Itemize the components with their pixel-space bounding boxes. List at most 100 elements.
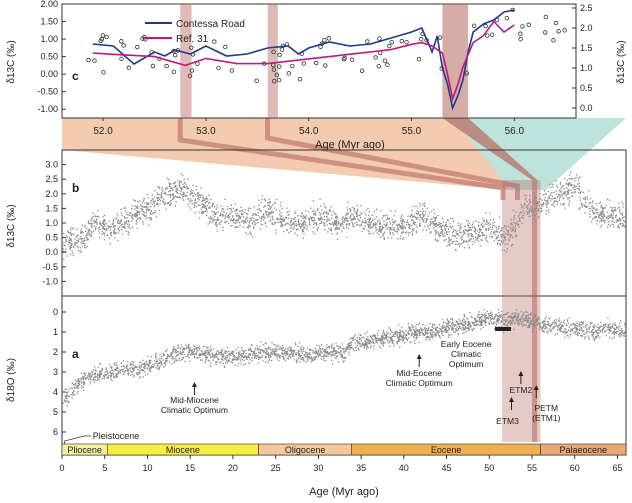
b-sample-point <box>472 243 474 245</box>
b-sample-point <box>145 205 147 208</box>
a-sample-point <box>487 318 490 320</box>
a-sample-point <box>488 323 491 325</box>
c-x-tick-label: 55.0 <box>402 126 422 137</box>
b-sample-point <box>117 228 119 230</box>
a-sample-point <box>484 321 486 323</box>
b-sample-point <box>354 211 356 213</box>
a-sample-point <box>242 356 245 359</box>
a-sample-point <box>234 356 236 358</box>
b-sample-point <box>566 193 568 196</box>
a-sample-point <box>83 377 85 380</box>
a-sample-point <box>525 319 527 321</box>
b-sample-point <box>301 228 304 231</box>
b-sample-point <box>575 176 578 179</box>
b-sample-point <box>171 187 173 189</box>
b-sample-point <box>547 202 550 204</box>
b-sample-point <box>389 233 392 235</box>
b-sample-point <box>624 221 626 223</box>
a-sample-point <box>295 352 297 354</box>
a-sample-point <box>381 338 383 340</box>
a-sample-point <box>565 324 567 326</box>
a-sample-point <box>399 334 401 337</box>
a-sample-point <box>396 331 398 333</box>
a-sample-point <box>101 369 103 371</box>
a-sample-point <box>380 342 383 345</box>
a-sample-point <box>341 355 344 357</box>
b-sample-point <box>68 237 71 239</box>
b-sample-point <box>547 190 549 193</box>
b-sample-point <box>419 222 421 225</box>
b-sample-point <box>251 235 253 238</box>
a-sample-point <box>557 320 560 322</box>
b-sample-point <box>107 225 109 227</box>
b-sample-point <box>392 233 395 236</box>
b-sample-point <box>341 222 343 225</box>
b-sample-point <box>290 219 293 221</box>
b-sample-point <box>355 212 357 214</box>
a-sample-point <box>221 348 223 351</box>
b-sample-point <box>75 236 78 238</box>
b-sample-point <box>87 239 90 241</box>
b-sample-point <box>260 202 262 204</box>
a-sample-point <box>339 351 341 354</box>
b-sample-point <box>193 202 196 204</box>
a-sample-point <box>592 325 594 328</box>
b-sample-point <box>456 230 458 232</box>
a-sample-point <box>489 312 492 314</box>
b-sample-point <box>87 229 90 231</box>
a-sample-point <box>509 317 512 319</box>
b-sample-point <box>409 215 412 218</box>
b-sample-point <box>335 217 337 219</box>
b-sample-point <box>116 218 118 220</box>
a-sample-point <box>546 331 548 333</box>
a-sample-point <box>619 325 621 327</box>
a-sample-point <box>386 335 388 337</box>
b-sample-point <box>431 210 433 213</box>
a-sample-point <box>554 325 556 328</box>
b-sample-point <box>284 218 286 220</box>
b-sample-point <box>533 211 535 214</box>
a-sample-point <box>215 361 218 363</box>
b-sample-point <box>335 213 337 216</box>
a-sample-point <box>147 355 149 357</box>
b-sample-point <box>572 192 574 195</box>
a-sample-point <box>155 362 157 364</box>
a-sample-point <box>156 360 159 363</box>
c-sample-point <box>490 32 495 37</box>
b-sample-point <box>237 220 239 222</box>
b-sample-point <box>601 206 604 209</box>
b-sample-point <box>456 233 459 236</box>
a-sample-point <box>384 342 386 344</box>
a-sample-point <box>405 330 407 332</box>
a-sample-point <box>204 353 206 355</box>
b-sample-point <box>500 230 502 232</box>
a-sample-point <box>113 375 115 377</box>
a-sample-point <box>184 360 186 363</box>
a-sample-point <box>250 349 252 351</box>
b-sample-point <box>174 182 176 184</box>
b-sample-point <box>445 238 447 240</box>
a-sample-point <box>140 365 143 367</box>
b-sample-point <box>90 233 92 236</box>
a-sample-point <box>186 346 188 348</box>
b-sample-point <box>67 230 69 232</box>
b-sample-point <box>539 198 541 200</box>
a-sample-point <box>248 349 250 351</box>
a-sample-point <box>114 368 117 370</box>
a-sample-point <box>416 336 419 339</box>
b-sample-point <box>299 226 301 228</box>
b-sample-point <box>143 205 146 208</box>
a-sample-point <box>260 349 263 351</box>
a-sample-point <box>212 356 214 358</box>
b-sample-point <box>270 206 272 208</box>
b-sample-point <box>88 222 91 225</box>
a-sample-point <box>455 329 457 331</box>
b-sample-point <box>306 228 308 230</box>
b-sample-point <box>569 181 571 184</box>
a-sample-point <box>115 362 117 364</box>
a-sample-point <box>164 360 167 362</box>
a-sample-point <box>547 329 550 332</box>
a-sample-point <box>607 328 610 330</box>
b-sample-point <box>195 205 197 208</box>
b-sample-point <box>558 193 560 196</box>
